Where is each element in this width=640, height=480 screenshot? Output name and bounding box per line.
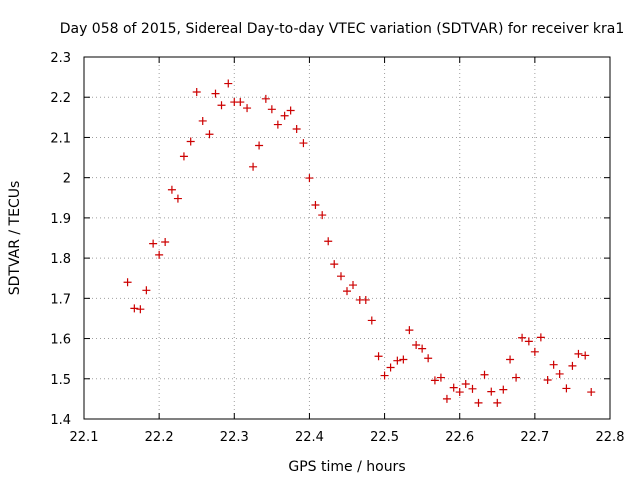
data-point — [393, 356, 402, 365]
data-point — [349, 281, 358, 290]
y-tick-label: 1.6 — [50, 333, 71, 348]
data-point — [530, 347, 539, 356]
y-tick-label: 2.2 — [50, 91, 71, 106]
data-point — [205, 130, 214, 139]
data-point — [499, 385, 508, 394]
data-point — [273, 120, 282, 129]
y-tick-label: 1.5 — [50, 373, 71, 388]
y-axis-label: SDTVAR / TECUs — [7, 181, 23, 296]
y-tick-label: 2 — [63, 172, 71, 187]
data-point — [549, 360, 558, 369]
data-point — [217, 101, 226, 110]
data-point — [562, 384, 571, 393]
data-point — [179, 152, 188, 161]
data-point — [461, 380, 470, 389]
y-tick-label: 1.9 — [50, 212, 71, 227]
data-point — [587, 388, 596, 397]
x-tick-label: 22.4 — [295, 430, 324, 445]
data-point — [267, 105, 276, 114]
data-point — [487, 387, 496, 396]
data-point — [211, 89, 220, 98]
data-point — [380, 371, 389, 380]
chart-title: Day 058 of 2015, Sidereal Day-to-day VTE… — [60, 21, 625, 37]
data-point — [305, 174, 314, 183]
data-point — [299, 139, 308, 148]
data-point — [292, 124, 301, 133]
x-tick-label: 22.8 — [596, 430, 625, 445]
data-point — [149, 239, 158, 248]
data-point — [318, 211, 327, 220]
x-tick-label: 22.6 — [445, 430, 474, 445]
data-point — [142, 286, 151, 295]
x-tick-label: 22.7 — [520, 430, 549, 445]
data-point — [361, 295, 370, 304]
data-point — [374, 352, 383, 361]
data-point — [123, 278, 132, 287]
data-point — [468, 384, 477, 393]
data-point — [167, 185, 176, 194]
y-tick-label: 1.7 — [50, 292, 71, 307]
data-point — [430, 376, 439, 385]
data-point — [330, 260, 339, 269]
x-tick-label: 22.2 — [145, 430, 174, 445]
data-point — [418, 344, 427, 353]
data-point — [543, 375, 552, 384]
data-point — [536, 333, 545, 342]
data-point — [386, 363, 395, 372]
data-point — [336, 272, 345, 281]
data-points — [123, 79, 596, 407]
data-point — [555, 369, 564, 378]
data-point — [480, 370, 489, 379]
data-point — [412, 340, 421, 349]
y-tick-label: 2.1 — [50, 131, 71, 146]
x-tick-label: 22.1 — [70, 430, 99, 445]
data-point — [524, 337, 533, 346]
data-point — [324, 237, 333, 246]
data-point — [343, 287, 351, 296]
data-point — [136, 305, 145, 314]
data-point — [512, 373, 521, 382]
data-point — [161, 238, 170, 247]
y-tick-label: 1.4 — [50, 413, 71, 428]
grid — [84, 57, 610, 419]
data-point — [581, 351, 590, 360]
data-point — [311, 201, 320, 210]
data-point — [192, 87, 201, 96]
data-point — [198, 116, 207, 125]
data-point — [186, 137, 195, 146]
data-point — [442, 394, 451, 403]
x-tick-label: 22.3 — [220, 430, 249, 445]
data-point — [574, 349, 583, 358]
y-tick-label: 2.3 — [50, 51, 71, 66]
plot-frame — [83, 56, 611, 420]
data-point — [224, 79, 233, 88]
data-point — [280, 111, 289, 120]
data-point — [455, 388, 464, 397]
y-tick-label: 1.8 — [50, 252, 71, 267]
data-point — [286, 106, 295, 115]
data-point — [518, 333, 527, 342]
data-point — [255, 141, 264, 150]
data-point — [424, 354, 433, 363]
data-point — [155, 250, 164, 259]
data-point — [130, 304, 139, 313]
data-point — [243, 104, 252, 113]
data-point — [449, 383, 458, 392]
data-point — [474, 398, 483, 407]
data-point — [261, 94, 270, 103]
data-point — [506, 355, 515, 364]
data-point — [249, 162, 258, 171]
data-point — [236, 98, 245, 107]
data-point — [568, 361, 577, 370]
data-point — [405, 326, 414, 335]
data-point — [436, 373, 445, 382]
data-point — [173, 194, 182, 203]
data-point — [493, 398, 502, 407]
x-tick-label: 22.5 — [370, 430, 399, 445]
data-point — [399, 355, 408, 364]
x-axis-label: GPS time / hours — [288, 459, 405, 475]
data-point — [367, 316, 376, 325]
axis-ticks: 22.1 22.2 22.3 22.4 22.5 22.6 22.7 22.81.41.51.… — [50, 51, 624, 445]
